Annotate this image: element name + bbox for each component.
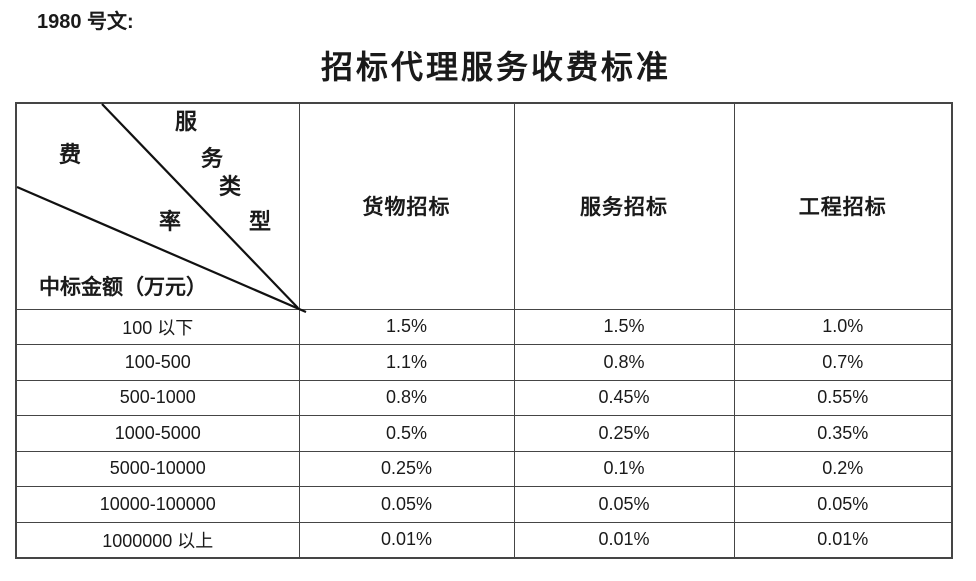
amount-range-cell: 10000-100000 [15, 486, 300, 523]
table-row: 100 以下 1.5% 1.5% 1.0% [15, 308, 953, 345]
goods-rate-cell: 0.01% [298, 521, 515, 558]
service-rate-cell: 0.25% [513, 415, 735, 452]
table-row: 500-1000 0.8% 0.45% 0.55% [15, 379, 953, 416]
amount-range-cell: 500-1000 [15, 379, 300, 416]
amount-range-cell: 1000-5000 [15, 415, 300, 452]
diagonal-divider-lines [16, 103, 307, 314]
goods-rate-cell: 0.25% [298, 450, 515, 487]
goods-rate-cell: 1.5% [298, 308, 515, 345]
service-rate-cell: 1.5% [513, 308, 735, 345]
service-rate-cell: 0.05% [513, 486, 735, 523]
corner-label-char: 费 [59, 142, 82, 167]
service-rate-cell: 0.45% [513, 379, 735, 416]
works-rate-cell: 0.35% [733, 415, 953, 452]
goods-rate-cell: 0.5% [298, 415, 515, 452]
fee-standard-table: 服 务 类 型 费 率 中标金额（万元） 货物招标 服务招标 工程招标 100 … [15, 102, 953, 559]
corner-bottom-label: 中标金额（万元） [39, 275, 207, 299]
table-row: 10000-100000 0.05% 0.05% 0.05% [15, 486, 953, 523]
service-rate-cell: 0.1% [513, 450, 735, 487]
amount-range-cell: 100-500 [15, 344, 300, 381]
corner-label-char: 类 [219, 174, 242, 199]
title-container: 招标代理服务收费标准 [0, 42, 976, 88]
service-rate-cell: 0.01% [513, 521, 735, 558]
goods-rate-cell: 1.1% [298, 344, 515, 381]
works-rate-cell: 0.05% [733, 486, 953, 523]
works-rate-cell: 0.01% [733, 521, 953, 558]
works-rate-cell: 0.7% [733, 344, 953, 381]
works-rate-cell: 0.55% [733, 379, 953, 416]
table-row: 1000000 以上 0.01% 0.01% 0.01% [15, 521, 953, 558]
corner-label-char: 型 [249, 209, 272, 234]
table-header-row: 服 务 类 型 费 率 中标金额（万元） 货物招标 服务招标 工程招标 [15, 102, 953, 314]
amount-range-cell: 1000000 以上 [15, 521, 300, 558]
works-rate-cell: 0.2% [733, 450, 953, 487]
table-row: 1000-5000 0.5% 0.25% 0.35% [15, 415, 953, 452]
works-rate-cell: 1.0% [733, 308, 953, 345]
column-header-works: 工程招标 [733, 102, 953, 310]
corner-label-char: 率 [159, 209, 182, 234]
table-row: 5000-10000 0.25% 0.1% 0.2% [15, 450, 953, 487]
column-header-goods: 货物招标 [298, 102, 515, 310]
doc-ref-number: 1980 号文: [37, 11, 134, 33]
corner-label-char: 服 [175, 109, 198, 134]
page-title: 招标代理服务收费标准 [320, 49, 671, 85]
goods-rate-cell: 0.05% [298, 486, 515, 523]
table-corner-cell: 服 务 类 型 费 率 中标金额（万元） [15, 102, 307, 314]
corner-label-char: 务 [201, 146, 224, 171]
amount-range-cell: 100 以下 [15, 308, 300, 345]
service-rate-cell: 0.8% [513, 344, 735, 381]
table-row: 100-500 1.1% 0.8% 0.7% [15, 344, 953, 381]
goods-rate-cell: 0.8% [298, 379, 515, 416]
column-header-services: 服务招标 [513, 102, 735, 310]
amount-range-cell: 5000-10000 [15, 450, 300, 487]
